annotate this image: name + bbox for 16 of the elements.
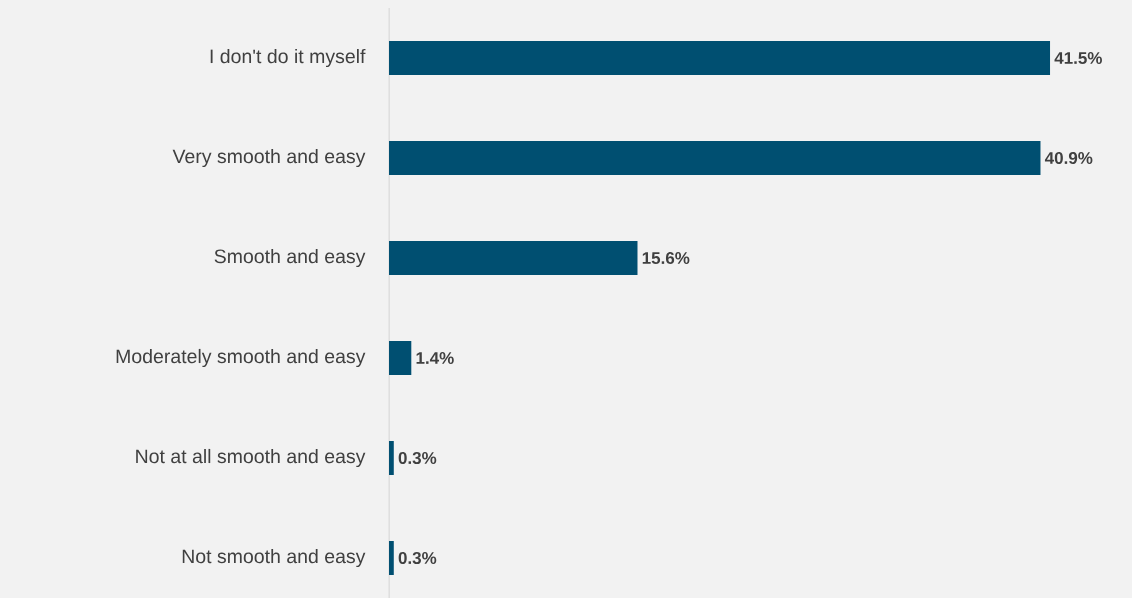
- data-label: 1.4%: [416, 352, 454, 364]
- data-label: 41.5%: [1054, 52, 1102, 65]
- y-tick-label: I don't do it myself: [210, 48, 366, 68]
- data-label: 15.6%: [642, 251, 690, 265]
- bar: [389, 41, 1051, 75]
- y-tick-label: Very smooth and easy: [172, 148, 366, 168]
- data-label: 0.3%: [398, 551, 437, 565]
- data-label: 0.3%: [398, 451, 437, 465]
- y-tick-label: Smooth and easy: [214, 248, 366, 268]
- bar: [389, 341, 412, 376]
- y-tick-label: Not at all smooth and easy: [136, 448, 366, 468]
- y-tick-label: Not smooth and easy: [182, 548, 366, 568]
- bar: [389, 241, 638, 276]
- bar: [389, 141, 1041, 175]
- y-tick-label: Moderately smooth and easy: [116, 348, 366, 368]
- data-label: 40.9%: [1044, 151, 1093, 165]
